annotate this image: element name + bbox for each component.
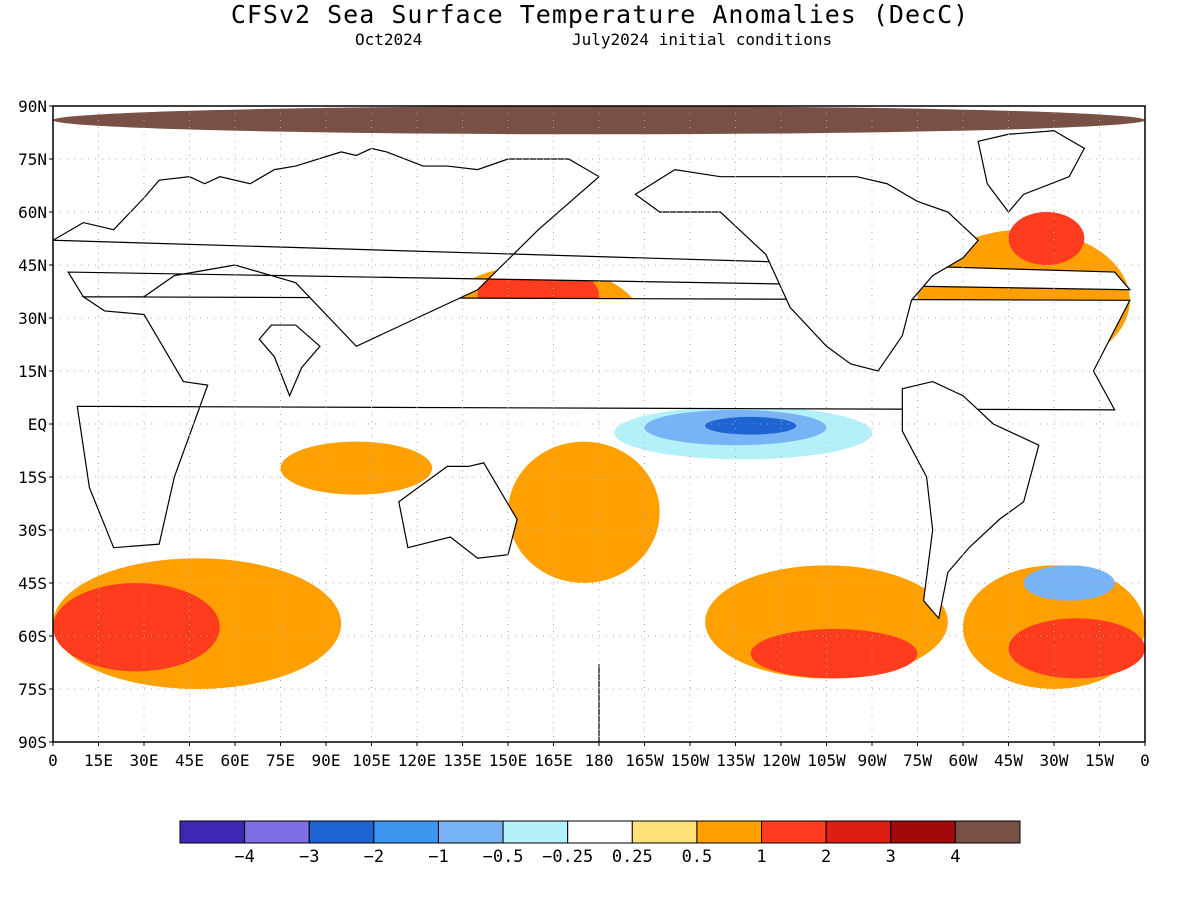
colorbar-swatch — [631, 820, 698, 844]
lon-tick-label: 165E — [534, 751, 573, 770]
colorbar-label: −0.25 — [542, 847, 593, 867]
landmass-europe-asia — [53, 147, 1132, 347]
colorbar-swatch — [696, 820, 763, 844]
lon-tick-label: 90W — [858, 751, 887, 770]
colorbar-swatch — [437, 820, 504, 844]
lon-tick-label: 45W — [994, 751, 1023, 770]
lon-tick-label: 120E — [398, 751, 437, 770]
landmass-south-america — [901, 380, 1040, 620]
colorbar-swatch — [179, 820, 246, 844]
lon-tick-label: 150W — [671, 751, 710, 770]
colorbar-label: 1 — [756, 847, 766, 867]
lat-tick-label: 90N — [18, 97, 47, 116]
forecast-month: Oct2024 — [355, 30, 423, 49]
lon-tick-label: 165W — [625, 751, 664, 770]
anomaly-region-n-atl-hot — [1008, 212, 1085, 265]
lon-tick-label: 75W — [903, 751, 932, 770]
lon-tick-label: 15E — [84, 751, 113, 770]
lat-tick-label: 30N — [18, 309, 47, 328]
colorbar-label: −1 — [428, 847, 448, 867]
lon-tick-label: 105E — [352, 751, 391, 770]
lat-tick-label: EQ — [28, 415, 47, 434]
lon-tick-label: 0 — [1140, 751, 1150, 770]
lat-tick-label: 60S — [18, 627, 47, 646]
landmass-australia — [398, 462, 518, 559]
lat-tick-label: 45S — [18, 574, 47, 593]
colorbar-swatch — [567, 820, 633, 844]
lat-tick-label: 90S — [18, 733, 47, 752]
lon-tick-label: 75E — [266, 751, 295, 770]
lon-tick-label: 45E — [175, 751, 204, 770]
colorbar-label: −4 — [234, 847, 254, 867]
colorbar-swatch — [825, 820, 892, 844]
lon-tick-label: 15W — [1085, 751, 1114, 770]
lon-tick-label: 180 — [585, 751, 614, 770]
lat-tick-label: 45N — [18, 256, 47, 275]
colorbar-swatch — [373, 820, 439, 844]
anomaly-region-sw-pac-warm — [507, 441, 660, 583]
colorbar-swatch — [308, 820, 375, 844]
colorbar-swatch — [890, 820, 956, 844]
lat-tick-label: 75N — [18, 150, 47, 169]
color-legend: −4 −3 −2 −1 −0.5 −0.25 0.25 0.5 1 2 3 4 — [179, 820, 1021, 867]
lat-tick-label: 60N — [18, 203, 47, 222]
lon-tick-label: 30E — [130, 751, 159, 770]
landmass-greenland — [977, 130, 1086, 213]
lon-tick-label: 60W — [949, 751, 978, 770]
lat-tick-label: 30S — [18, 521, 47, 540]
anomaly-region-eq-pac-coolest — [705, 416, 797, 435]
landmass-india — [258, 324, 321, 398]
colorbar-swatch — [761, 820, 827, 844]
anomaly-region-so-pac-hot — [750, 628, 918, 679]
lon-tick-label: 90E — [312, 751, 341, 770]
colorbar-label: 0.25 — [612, 847, 653, 867]
anomaly-region-so-atl-cool — [1023, 565, 1115, 601]
lon-tick-label: 105W — [807, 751, 846, 770]
colorbar-label: 3 — [886, 847, 896, 867]
lon-tick-label: 135W — [716, 751, 755, 770]
lon-tick-label: 120W — [762, 751, 801, 770]
chart-title: CFSv2 Sea Surface Temperature Anomalies … — [230, 0, 970, 29]
lon-tick-label: 0 — [48, 751, 58, 770]
colorbar-label: −2 — [364, 847, 384, 867]
lat-tick-label: 15S — [18, 468, 47, 487]
colorbar-swatch — [244, 820, 310, 844]
anomaly-region-trop-indian-warm — [280, 441, 433, 495]
anomaly-region-so-indian-hot — [53, 583, 220, 672]
colorbar-label: −3 — [299, 847, 319, 867]
colorbar-label: 0.5 — [682, 847, 713, 867]
colorbar-swatch — [954, 820, 1021, 844]
lon-tick-label: 60E — [221, 751, 250, 770]
lat-tick-label: 75S — [18, 680, 47, 699]
colorbar-swatch — [502, 820, 569, 844]
landmass-north-america — [634, 168, 979, 372]
lon-tick-label: 30W — [1040, 751, 1069, 770]
lon-tick-label: 150E — [489, 751, 528, 770]
colorbar-label: 4 — [950, 847, 960, 867]
lat-tick-label: 15N — [18, 362, 47, 381]
colorbar-label: −0.5 — [483, 847, 524, 867]
colorbar-label: 2 — [821, 847, 831, 867]
initial-conditions-label: July2024 initial conditions — [572, 30, 833, 49]
lon-tick-label: 135E — [443, 751, 482, 770]
anomaly-region-so-atl-hot — [1008, 618, 1145, 679]
